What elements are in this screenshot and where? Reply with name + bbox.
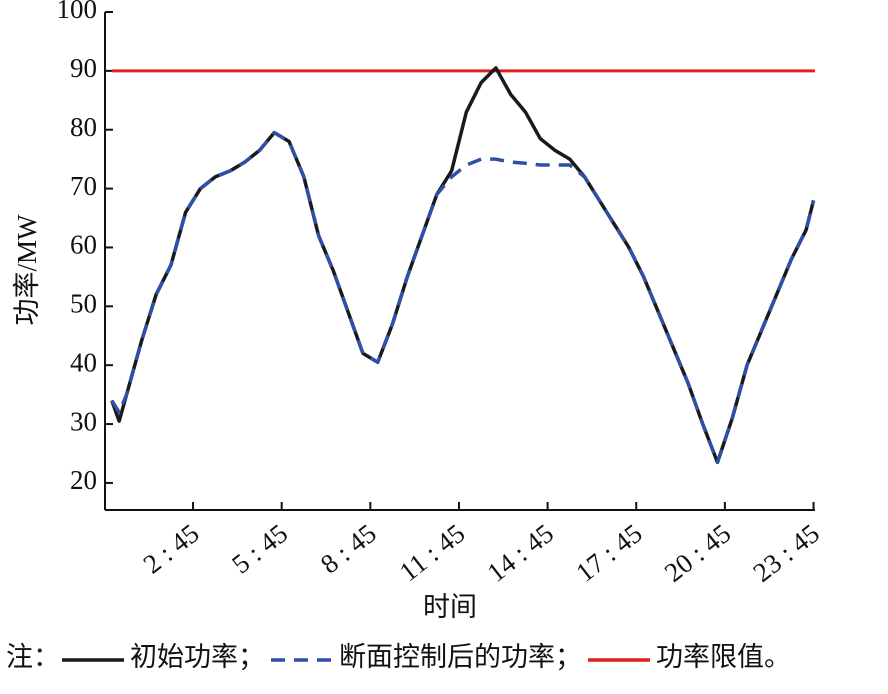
legend-label: 初始功率； bbox=[130, 642, 265, 672]
y-axis-label: 功率/MW bbox=[12, 214, 42, 326]
y-tick-label: 30 bbox=[70, 406, 97, 436]
y-tick-label: 20 bbox=[70, 465, 97, 495]
legend-prefix: 注： bbox=[6, 642, 60, 672]
x-axis-label: 时间 bbox=[423, 592, 477, 622]
y-tick-label: 80 bbox=[70, 112, 97, 142]
y-tick-label: 50 bbox=[70, 289, 97, 319]
legend-label: 功率限值。 bbox=[656, 642, 791, 672]
series-line bbox=[110, 66, 816, 465]
y-tick-label: 100 bbox=[57, 0, 98, 24]
x-tick-label: 23 : 45 bbox=[747, 518, 825, 588]
x-tick-label: 20 : 45 bbox=[659, 518, 737, 588]
x-tick-label: 14 : 45 bbox=[482, 518, 560, 588]
x-tick-label: 11 : 45 bbox=[394, 518, 471, 587]
y-tick-label: 70 bbox=[70, 171, 97, 201]
series-line bbox=[110, 130, 816, 465]
x-tick-label: 2 : 45 bbox=[138, 518, 205, 580]
y-tick-label: 60 bbox=[70, 230, 97, 260]
legend-label: 断面控制后的功率； bbox=[339, 642, 582, 672]
x-tick-label: 5 : 45 bbox=[226, 518, 293, 580]
x-tick-label: 8 : 45 bbox=[315, 518, 382, 580]
y-tick-label: 40 bbox=[70, 347, 97, 377]
x-tick-label: 17 : 45 bbox=[570, 518, 648, 588]
y-tick-label: 90 bbox=[70, 53, 97, 83]
